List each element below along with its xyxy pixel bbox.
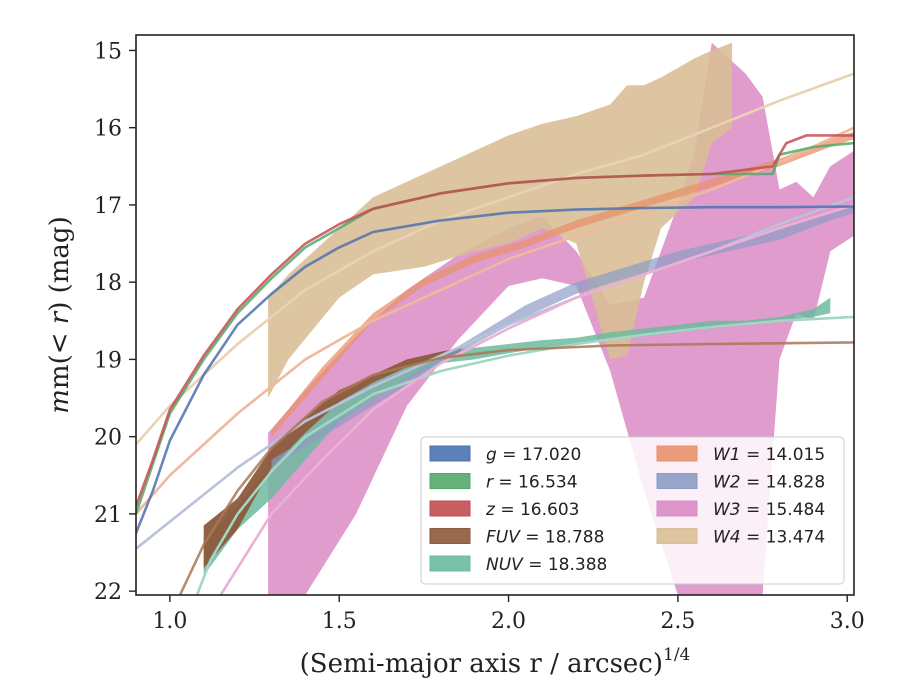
- legend-swatch-g: [429, 445, 471, 462]
- x-tick-label: 3.0: [830, 609, 865, 634]
- y-tick-label: 20: [94, 426, 122, 451]
- series-line-w4-model: [136, 72, 854, 446]
- legend-label-nuv: NUV = 18.388: [486, 555, 607, 575]
- legend-label-fuv: FUV = 18.788: [486, 528, 604, 548]
- legend-label-g: g = 17.020: [486, 445, 581, 465]
- x-tick-label: 2.0: [491, 609, 526, 634]
- series-line-fuv-model: [178, 341, 854, 595]
- legend-label-w4: W4 = 13.474: [713, 528, 825, 548]
- y-tick-label: 18: [94, 271, 122, 296]
- legend-swatch-z: [429, 500, 471, 517]
- y-axis-title: mm(< r) (mag): [45, 216, 75, 413]
- y-tick-label: 15: [94, 39, 122, 64]
- legend-label-r: r = 16.534: [486, 473, 578, 493]
- plot-frame: [135, 34, 855, 596]
- legend-swatch-fuv: [429, 528, 471, 544]
- legend-swatch-w2: [656, 473, 698, 489]
- x-tick-label: 2.5: [660, 609, 695, 634]
- legend-swatch-r: [429, 473, 471, 489]
- series-line-nuv-model: [195, 315, 854, 595]
- x-tick-label: 1.5: [322, 609, 357, 634]
- legend-label-w1: W1 = 14.015: [713, 445, 825, 465]
- series-line-z: [136, 134, 854, 508]
- y-tick-label: 22: [94, 580, 122, 605]
- series-line-g: [136, 205, 854, 535]
- y-tick-label: 19: [94, 348, 122, 373]
- x-axis-title: (Semi-major axis r / arcsec)1/4: [300, 645, 691, 679]
- legend-box: [420, 436, 845, 585]
- series-line-w3-model: [219, 203, 854, 595]
- series-band-w2: [271, 204, 854, 468]
- legend-swatch-w4: [656, 528, 698, 544]
- y-tick-label: 17: [94, 194, 122, 219]
- legend-label-w2: W2 = 14.828: [713, 473, 825, 493]
- y-tick-label: 16: [94, 117, 122, 142]
- legend-swatch-w3: [656, 500, 698, 517]
- x-tick-label: 1.0: [152, 609, 187, 634]
- legend: g = 17.020 W1 = 14.015 r = 16.534 W2 = 14.8…: [420, 436, 845, 585]
- series-band-w4: [268, 42, 733, 398]
- axis-ticks: 1.0 1.5 2.0 2.5 3.0 15 16 17 18 19 20 21 22: [94, 39, 865, 634]
- series-line-w1-model: [136, 126, 854, 516]
- legend-label-z: z = 16.603: [485, 500, 579, 520]
- y-tick-label: 21: [94, 503, 122, 528]
- legend-swatch-nuv: [429, 555, 471, 572]
- legend-label-w3: W3 = 15.484: [713, 500, 825, 520]
- legend-swatch-w1: [656, 445, 698, 462]
